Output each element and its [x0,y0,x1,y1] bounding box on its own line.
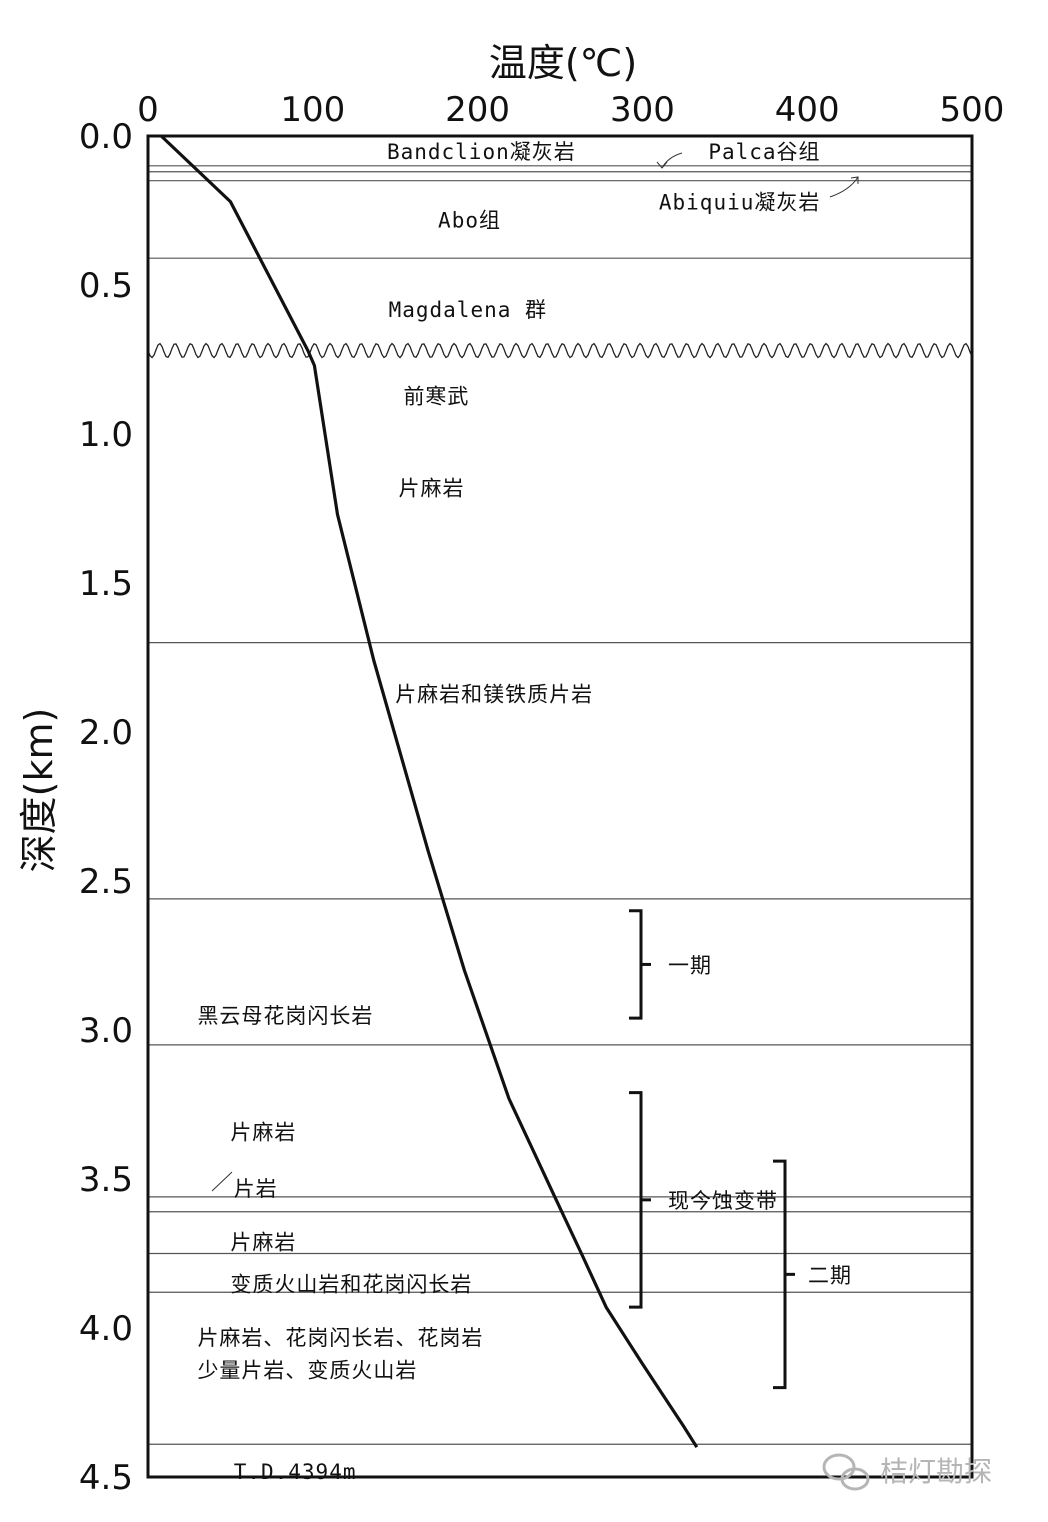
schist-arrow [211,1171,233,1192]
layer-label: Abiquiu凝灰岩 [659,191,821,215]
zone-bracket [629,1091,643,1309]
x-tick-label: 100 [280,90,345,130]
x-tick-label: 0 [137,90,159,130]
zone-label: 现今蚀变带 [668,1189,778,1213]
x-tick-label: 300 [610,90,675,130]
layer-label: 片麻岩、花岗闪长岩、花岗岩 [197,1326,483,1350]
y-tick-label: 0.5 [79,266,133,306]
watermark-text: 桔灯勘探 [880,1455,992,1488]
layer-label: Magdalena 群 [389,298,547,322]
layer-label: 片麻岩 [398,477,464,501]
layer-label: 变质火山岩和花岗闪长岩 [230,1272,472,1296]
layer-label: 前寒武 [403,384,469,408]
layer-label: 黑云母花岗闪长岩 [197,1004,373,1028]
layer-label: 片麻岩 [230,1120,296,1144]
wechat-icon [822,1453,870,1491]
y-tick-label: 4.0 [79,1309,133,1349]
y-tick-label: 2.5 [79,862,133,902]
y-axis-ticks: 0.0 0.5 1.0 1.5 2.0 2.5 3.0 3.5 4.0 4.5 [79,117,133,1498]
abiquiu-arrowhead [850,176,859,184]
x-axis-title: 温度(℃) [489,41,637,85]
layer-label: Bandclion凝灰岩 [387,140,576,164]
x-axis-ticks: 0 100 200 300 400 500 [137,90,1004,130]
layer-label: Abo组 [438,208,501,232]
y-tick-label: 1.0 [79,415,133,455]
abiquiu-arrow [829,176,859,198]
x-tick-label: 500 [940,90,1005,130]
unconformity-line [147,342,973,359]
x-tick-label: 400 [775,90,840,130]
layer-labels: Bandclion凝灰岩 Palca谷组 Abiquiu凝灰岩 Abo组 Magdale… [197,140,821,1484]
plot-frame [146,134,974,1479]
y-tick-label: 3.0 [79,1011,133,1051]
x-tick-label: 200 [445,90,510,130]
y-axis-title: 深度(km) [17,708,61,873]
y-tick-label: 4.5 [79,1458,133,1498]
y-tick-label: 1.5 [79,564,133,604]
palca-arrowhead [656,161,668,169]
temperature-depth-line [160,134,699,1449]
layer-label: T.D.4394m [234,1460,357,1484]
layer-label: 片岩 [234,1177,278,1201]
y-tick-label: 3.5 [79,1160,133,1200]
layer-label: 片麻岩和镁铁质片岩 [395,682,593,706]
layer-label: 少量片岩、变质火山岩 [197,1359,417,1383]
layer-label: Palca谷组 [708,140,820,164]
zone-bracket [629,909,643,1020]
layer-boundaries [148,165,972,1445]
layer-label: 片麻岩 [230,1231,296,1255]
y-tick-label: 2.0 [79,713,133,753]
zone-label: 二期 [808,1263,852,1287]
zone-label: 一期 [668,953,712,977]
y-tick-label: 0.0 [79,117,133,157]
